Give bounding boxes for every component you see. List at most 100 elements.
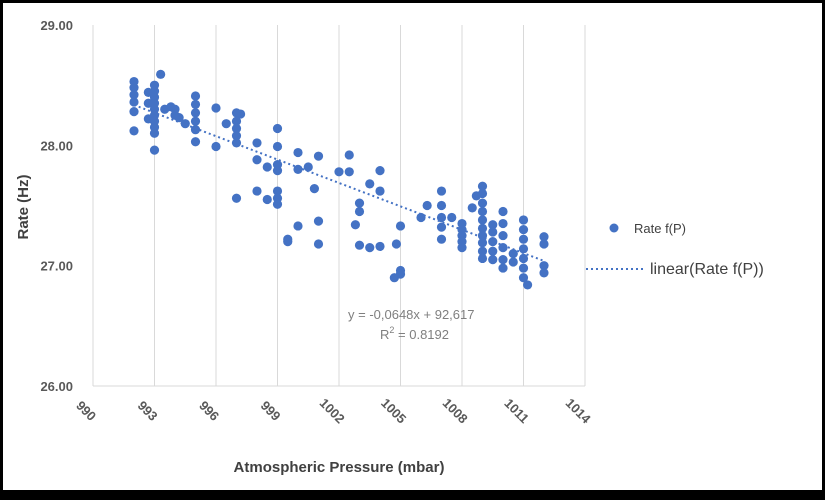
trendline-layer bbox=[133, 104, 545, 262]
data-point bbox=[190, 99, 201, 110]
data-point bbox=[518, 273, 529, 283]
data-point bbox=[488, 227, 498, 237]
data-point bbox=[488, 220, 498, 230]
data-point bbox=[236, 109, 246, 119]
data-point bbox=[365, 243, 375, 253]
data-point bbox=[436, 222, 447, 232]
data-point bbox=[211, 103, 221, 113]
data-point bbox=[354, 198, 365, 208]
data-point bbox=[375, 241, 385, 252]
x-tick-label: 990 bbox=[73, 398, 99, 424]
x-tick-label: 1014 bbox=[563, 395, 595, 427]
y-tick-label: 27.00 bbox=[40, 259, 73, 274]
data-point bbox=[293, 221, 303, 231]
data-point bbox=[436, 212, 447, 223]
data-point bbox=[309, 184, 319, 194]
data-point bbox=[344, 167, 354, 177]
y-axis-title: Rate (Hz) bbox=[15, 174, 32, 239]
data-point bbox=[498, 230, 508, 241]
data-point bbox=[149, 128, 160, 138]
x-tick-label: 1002 bbox=[317, 395, 348, 426]
x-tick-label: 999 bbox=[258, 398, 284, 424]
data-point bbox=[293, 147, 303, 158]
data-point bbox=[350, 220, 360, 230]
data-point bbox=[231, 138, 242, 148]
data-point bbox=[477, 223, 488, 233]
data-point bbox=[375, 166, 385, 176]
data-point bbox=[313, 151, 324, 161]
data-point bbox=[252, 138, 262, 148]
data-point bbox=[129, 90, 139, 100]
data-point bbox=[395, 265, 406, 276]
data-point bbox=[457, 243, 467, 253]
data-point bbox=[391, 239, 401, 249]
trendline-equation: y = -0,0648x + 92,617 bbox=[348, 307, 474, 322]
data-point bbox=[221, 119, 231, 129]
data-point bbox=[190, 91, 201, 101]
data-point bbox=[252, 186, 262, 196]
data-point bbox=[252, 155, 262, 165]
data-point bbox=[498, 218, 508, 229]
data-point bbox=[365, 179, 375, 189]
data-point bbox=[354, 206, 365, 217]
data-point bbox=[508, 257, 518, 267]
data-point bbox=[488, 237, 498, 247]
trendline bbox=[133, 104, 545, 262]
data-point bbox=[518, 234, 529, 244]
data-point bbox=[174, 113, 184, 123]
data-point bbox=[190, 137, 201, 147]
x-tick-label: 1005 bbox=[378, 395, 409, 426]
data-point bbox=[518, 215, 529, 225]
data-point bbox=[523, 280, 533, 290]
data-point bbox=[477, 238, 488, 248]
x-tick-label: 996 bbox=[196, 398, 222, 424]
data-point bbox=[272, 199, 283, 209]
data-point bbox=[436, 234, 447, 244]
x-tick-label: 1011 bbox=[501, 396, 532, 427]
data-point bbox=[272, 186, 283, 196]
data-point bbox=[436, 200, 447, 211]
data-point bbox=[293, 164, 303, 174]
data-point bbox=[344, 150, 354, 160]
data-point bbox=[477, 198, 488, 208]
data-point bbox=[313, 216, 324, 226]
data-points bbox=[129, 69, 549, 290]
data-point bbox=[211, 141, 221, 152]
data-point bbox=[262, 194, 272, 205]
data-point bbox=[488, 246, 498, 256]
data-point bbox=[518, 253, 529, 264]
data-point bbox=[303, 162, 313, 172]
data-point bbox=[313, 239, 324, 249]
scatter-chart: 990 993 996 999 1002 1005 1008 1011 1014 26.00 27.… bbox=[15, 18, 764, 476]
x-tick-label: 1008 bbox=[440, 395, 471, 426]
data-point bbox=[354, 240, 365, 250]
data-point bbox=[190, 116, 201, 126]
data-point bbox=[272, 166, 283, 176]
data-point bbox=[477, 181, 488, 191]
data-point bbox=[498, 206, 508, 217]
data-point bbox=[190, 125, 201, 135]
data-point bbox=[539, 268, 549, 278]
data-point bbox=[180, 119, 190, 129]
data-point bbox=[477, 253, 488, 264]
trendline-r-squared: R2 = 0.8192 bbox=[380, 325, 449, 342]
data-point bbox=[272, 123, 283, 134]
y-tick-label: 29.00 bbox=[40, 18, 73, 33]
data-point bbox=[262, 162, 272, 172]
data-point bbox=[231, 131, 242, 141]
data-point bbox=[149, 145, 160, 155]
data-point bbox=[129, 107, 139, 117]
data-point bbox=[190, 108, 201, 118]
data-point bbox=[477, 230, 488, 241]
data-point bbox=[231, 116, 242, 126]
data-point bbox=[467, 203, 477, 213]
data-point bbox=[518, 244, 529, 254]
legend: Rate f(P) linear(Rate f(P)) bbox=[586, 221, 764, 278]
data-point bbox=[518, 224, 529, 235]
data-point bbox=[129, 126, 139, 136]
data-point bbox=[375, 186, 385, 196]
data-point bbox=[498, 243, 508, 253]
legend-label-rate: Rate f(P) bbox=[634, 221, 686, 236]
x-axis-title: Atmospheric Pressure (mbar) bbox=[234, 459, 445, 476]
data-point bbox=[416, 212, 426, 223]
